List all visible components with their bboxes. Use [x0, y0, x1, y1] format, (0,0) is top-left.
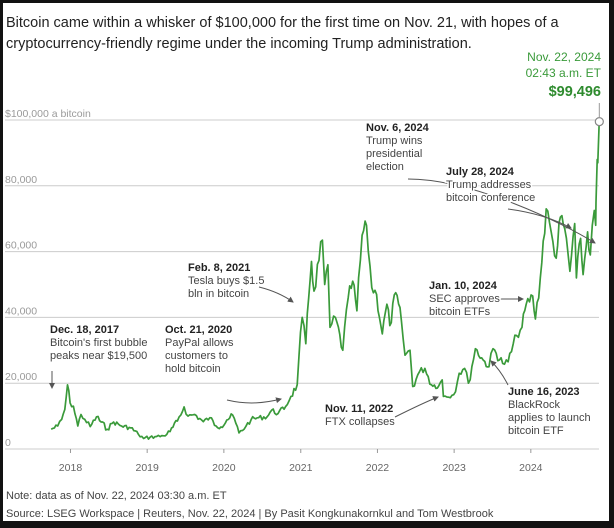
annotation-text: applies to launch — [508, 412, 591, 424]
bitcoin-price-chart: 0 20,000 40,000 60,000 80,000 $100,000 a bitc… — [5, 50, 604, 474]
y-tick-label: 20,000 — [5, 371, 37, 383]
annotation-text: Bitcoin's first bubble — [50, 337, 147, 349]
annotation-arrow — [394, 396, 439, 418]
annotation-date: Nov. 6, 2024 — [366, 122, 430, 134]
annotation-text: hold bitcoin — [165, 363, 221, 375]
annotation-text: Trump wins — [366, 135, 423, 147]
y-tick-label: $100,000 a bitcoin — [5, 108, 91, 120]
annotation-arrow — [258, 286, 294, 303]
x-tick-label: 2019 — [135, 462, 159, 474]
annotation-text: Tesla buys $1.5 — [188, 275, 264, 287]
annotation-text: PayPal allows — [165, 337, 234, 349]
y-tick-label: 0 — [5, 437, 11, 449]
annotation-arrow — [507, 208, 572, 229]
chart-source: Source: LSEG Workspace | Reuters, Nov. 2… — [6, 508, 494, 520]
annotation-arrow — [407, 178, 596, 244]
annotation-text: peaks near $19,500 — [50, 350, 147, 362]
annotation-text: presidential — [366, 148, 422, 160]
annotation-date: Nov. 11, 2022 — [325, 403, 393, 415]
latest-time: 02:43 a.m. ET — [526, 66, 602, 80]
annotation-date: July 28, 2024 — [446, 166, 515, 178]
annotation-text: bitcoin ETF — [508, 425, 564, 437]
annotation-text: Trump addresses — [446, 179, 532, 191]
headline: Bitcoin came within a whisker of $100,00… — [6, 15, 559, 52]
latest-date: Nov. 22, 2024 — [527, 50, 601, 64]
annotation-text: bitcoin ETFs — [429, 306, 491, 318]
latest-point-marker — [594, 117, 604, 127]
annotation-date: Oct. 21, 2020 — [165, 324, 232, 336]
annotation-arrow — [490, 360, 509, 386]
annotation-text: BlackRock — [508, 399, 560, 411]
x-tick-label: 2022 — [366, 462, 390, 474]
annotation-date: Feb. 8, 2021 — [188, 262, 250, 274]
annotation-text: customers to — [165, 350, 228, 362]
y-tick-label: 40,000 — [5, 305, 37, 317]
x-tick-label: 2023 — [442, 462, 466, 474]
chart-panel: Bitcoin came within a whisker of $100,00… — [3, 3, 609, 521]
annotation-text: FTX collapses — [325, 416, 395, 428]
x-tick-label: 2024 — [519, 462, 543, 474]
annotation-arrow — [226, 397, 282, 404]
price-line — [50, 121, 601, 440]
annotation-date: Dec. 18, 2017 — [50, 324, 119, 336]
x-tick-label: 2020 — [212, 462, 236, 474]
y-tick-label: 60,000 — [5, 240, 37, 252]
latest-value: $99,496 — [549, 84, 601, 100]
x-tick-label: 2021 — [289, 462, 313, 474]
annotation-text: bitcoin conference — [446, 192, 535, 204]
x-tick-label: 2018 — [59, 462, 83, 474]
annotation-text: election — [366, 161, 404, 173]
chart-note: Note: data as of Nov. 22, 2024 03:30 a.m… — [6, 490, 227, 502]
annotation-text: SEC approves — [429, 293, 500, 305]
annotation-date: Jan. 10, 2024 — [429, 280, 498, 292]
annotation-text: bln in bitcoin — [188, 288, 249, 300]
y-tick-label: 80,000 — [5, 174, 37, 186]
annotation-date: June 16, 2023 — [508, 386, 580, 398]
